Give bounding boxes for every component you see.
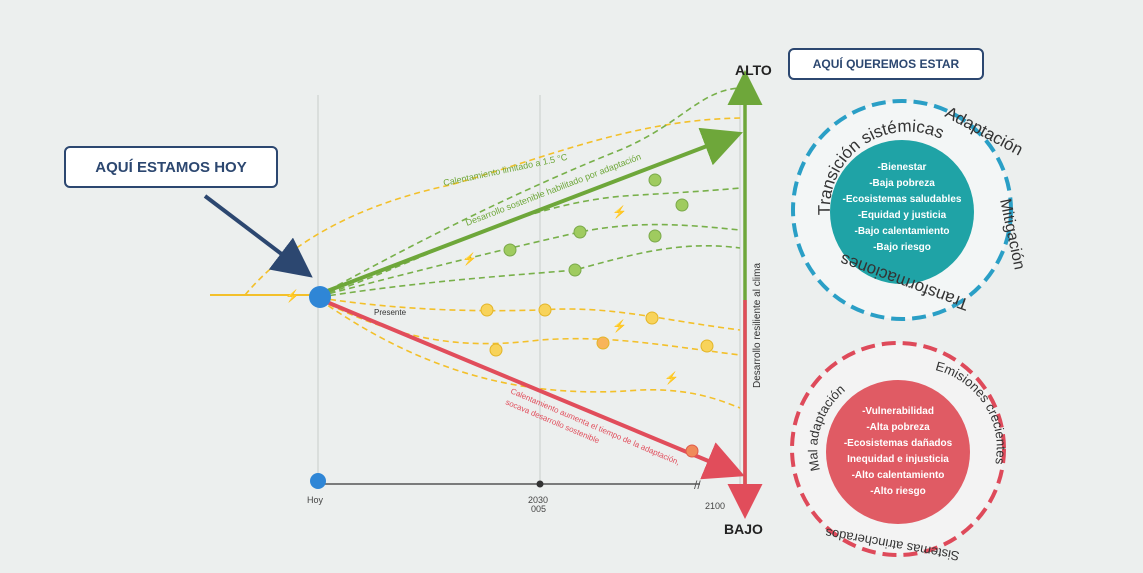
resilience-axis-label: Desarrollo resiliente al clima <box>752 263 763 388</box>
lightning-icon: ⚡ <box>612 319 627 333</box>
bad-item: -Alto riesgo <box>870 486 926 497</box>
present-marker <box>309 286 331 308</box>
good-item: -Bajo calentamiento <box>854 226 949 237</box>
good-item: -Ecosistemas saludables <box>843 194 962 205</box>
top-green-path <box>319 87 741 296</box>
axis-low-label: BAJO <box>724 521 763 537</box>
axis-point-2030 <box>536 480 544 488</box>
green-path-2 <box>319 187 741 297</box>
lightning-icon: ⚡ <box>664 371 679 385</box>
good-item: -Baja pobreza <box>869 178 935 189</box>
target-state-callout: AQUÍ QUEREMOS ESTAR <box>788 48 984 80</box>
bad-item: -Ecosistemas dañados <box>844 438 953 449</box>
lightning-icon: ⚡ <box>285 289 300 303</box>
axis-break: // <box>694 478 701 492</box>
bad-circle-core <box>826 380 970 524</box>
bad-items: -Vulnerabilidad -Alta pobreza -Ecosistem… <box>844 406 953 497</box>
bad-item: -Vulnerabilidad <box>862 406 934 417</box>
x-label-2100: 2100 <box>705 501 725 511</box>
current-state-callout: AQUÍ ESTAMOS HOY <box>64 146 278 188</box>
x-label-2030: 2030 <box>528 495 548 505</box>
bad-outcomes-circle: Mal adaptación Emisiones crecientes Sist… <box>790 341 1009 564</box>
good-outcomes-circle: Transición sistémicas Adaptación Mitigac… <box>791 99 1028 321</box>
good-circle-core <box>830 140 974 284</box>
bad-item: -Alta pobreza <box>866 422 930 433</box>
x-label-hoy: Hoy <box>307 495 324 505</box>
x-label-2030-sub: 005 <box>531 504 546 514</box>
red-path-label-1: Calentamiento aumenta el tiempo de la ad… <box>509 387 681 467</box>
pathway-dots <box>480 173 714 458</box>
axis-high-label: ALTO <box>735 62 772 78</box>
bottom-yellow-path <box>319 299 741 409</box>
hoy-marker <box>310 473 326 489</box>
green-path-3 <box>319 223 741 297</box>
sustainable-arrow <box>321 127 743 295</box>
good-item: -Equidad y justicia <box>858 210 947 221</box>
good-item: -Bienestar <box>878 162 927 173</box>
good-item: -Bajo riesgo <box>873 242 931 253</box>
lightning-icon: ⚡ <box>612 205 627 219</box>
bad-item: Inequidad e injusticia <box>847 454 949 465</box>
lightning-icon: ⚡ <box>462 252 477 266</box>
unsustainable-arrow <box>321 298 745 480</box>
pointer-arrow <box>203 194 313 278</box>
limited-warming-label: Calentamiento limitado a 1.5 °C <box>442 152 568 188</box>
present-label: Presente <box>374 308 407 317</box>
bad-item: -Alto calentamiento <box>852 470 945 481</box>
good-items: -Bienestar -Baja pobreza -Ecosistemas sa… <box>843 162 962 253</box>
